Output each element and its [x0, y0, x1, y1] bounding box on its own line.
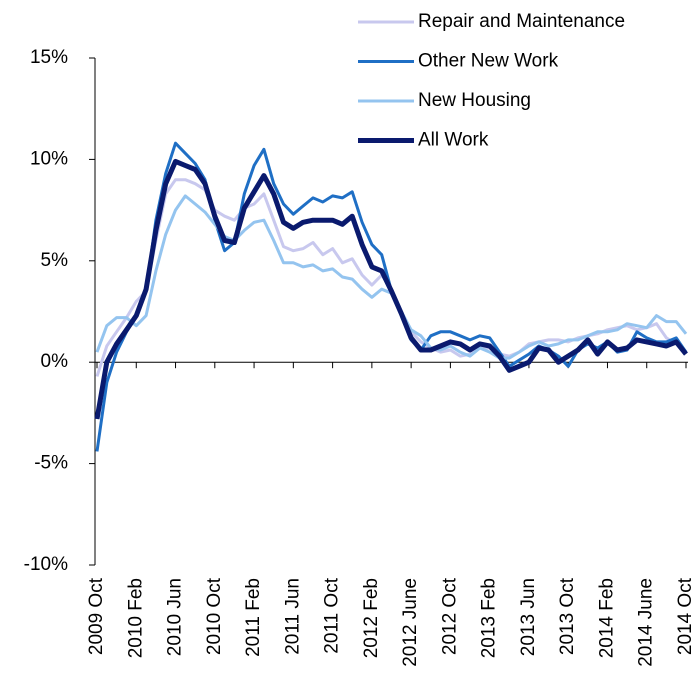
x-tick-label: 2011 Feb: [243, 578, 264, 657]
y-tick-label: 15%: [30, 47, 68, 68]
x-tick-label: 2013 Jun: [518, 578, 539, 656]
x-tick-label: 2012 June: [400, 578, 421, 667]
legend-label: Other New Work: [418, 51, 559, 72]
legend-label: Repair and Maintenance: [418, 11, 625, 32]
x-tick-label: 2012 Feb: [361, 578, 382, 658]
y-tick-label: 5%: [41, 250, 69, 271]
series-line: [94, 158, 688, 420]
x-tick-label: 2011 Oct: [322, 577, 343, 653]
x-tick-label: 2011 Jun: [282, 578, 303, 655]
y-tick-label: 10%: [30, 148, 68, 169]
x-tick-label: 2010 Feb: [125, 578, 146, 658]
x-tick-label: 2014 Feb: [596, 578, 617, 658]
x-tick-label: 2013 Oct: [557, 577, 578, 655]
x-tick-label: 2012 Oct: [439, 577, 460, 655]
x-tick-label: 2010 Oct: [204, 577, 225, 655]
x-tick-label: 2014 Oct: [675, 577, 696, 655]
legend-label: All Work: [418, 130, 489, 151]
x-tick-label: 2013 Feb: [479, 578, 500, 658]
x-tick-label: 2010 Jun: [165, 578, 186, 656]
y-tick-label: -10%: [24, 554, 68, 575]
x-tick-label: 2009 Oct: [86, 577, 107, 655]
y-tick-label: -5%: [34, 453, 68, 474]
y-tick-label: 0%: [41, 351, 69, 372]
legend-label: New Housing: [418, 90, 531, 111]
x-tick-label: 2014 June: [636, 578, 657, 667]
